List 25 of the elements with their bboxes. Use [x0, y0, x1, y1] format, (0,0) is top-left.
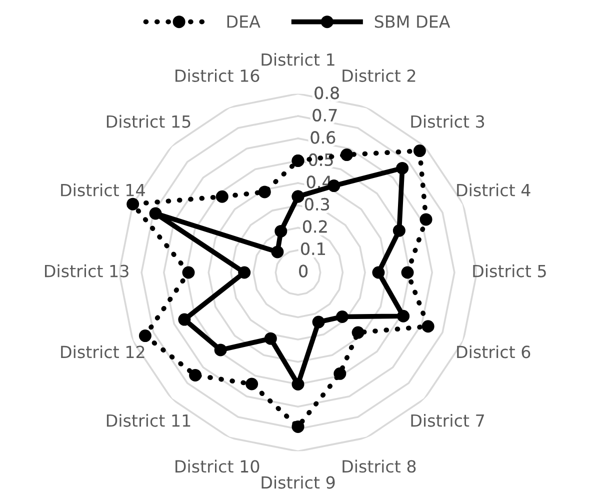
- y-tick-label: 0.2: [302, 220, 327, 233]
- y-tick-label: 0.8: [314, 86, 339, 100]
- y-tick-label: 0.3: [304, 198, 330, 211]
- spoke-label: District 13: [45, 264, 128, 278]
- y-tick-label: 0.1: [301, 242, 325, 256]
- spoke-label: District 4: [457, 184, 530, 196]
- y-tick-label: 0.6: [310, 131, 336, 144]
- spoke-label: District 16: [176, 69, 260, 82]
- spoke-label: District 8: [342, 460, 416, 473]
- spoke-label: District 1: [262, 52, 334, 66]
- spoke-label: District 2: [342, 69, 416, 82]
- legend-label: DEA: [227, 16, 260, 28]
- spoke-label: District 5: [473, 264, 546, 278]
- legend-label: SBM DEA: [374, 15, 450, 28]
- spoke-label: District 7: [411, 414, 484, 427]
- spoke-label: District 9: [262, 476, 335, 489]
- y-tick-label: 0: [299, 264, 308, 278]
- spoke-label: District 14: [61, 184, 145, 196]
- spoke-label: District 3: [411, 114, 484, 128]
- y-tick-label: 0.7: [312, 108, 337, 122]
- spoke-label: District 15: [106, 114, 190, 128]
- spoke-label: District 12: [61, 345, 144, 358]
- spoke-label: District 6: [457, 345, 530, 358]
- spoke-label: District 10: [176, 460, 260, 473]
- spoke-label: District 11: [106, 414, 190, 427]
